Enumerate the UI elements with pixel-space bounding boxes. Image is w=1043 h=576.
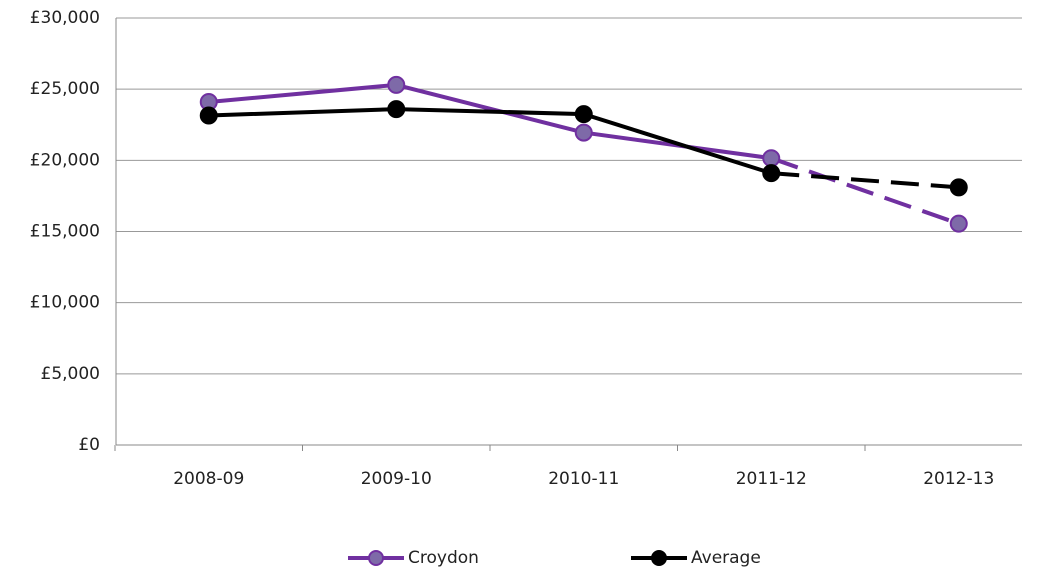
x-tick-label: 2009-10 bbox=[361, 469, 432, 489]
y-tick-label: £5,000 bbox=[41, 364, 100, 384]
marker bbox=[574, 105, 593, 124]
y-tick-label: £20,000 bbox=[30, 150, 100, 170]
line-dashed bbox=[771, 171, 959, 190]
marker bbox=[574, 123, 593, 142]
x-tick-label: 2010-11 bbox=[548, 469, 619, 489]
marker bbox=[387, 100, 406, 119]
marker bbox=[762, 149, 781, 168]
y-tick-label: £0 bbox=[78, 435, 100, 455]
marker bbox=[949, 178, 968, 197]
x-tick-label: 2011-12 bbox=[736, 469, 807, 489]
legend-label: Croydon bbox=[408, 548, 479, 568]
legend-label: Average bbox=[691, 548, 761, 568]
line-dashed bbox=[770, 156, 960, 226]
y-tick-label: £10,000 bbox=[30, 293, 100, 313]
marker bbox=[199, 106, 218, 125]
marker bbox=[387, 75, 406, 94]
line bbox=[208, 107, 772, 176]
y-tick-label: £15,000 bbox=[30, 222, 100, 242]
y-tick-label: £25,000 bbox=[30, 79, 100, 99]
y-tick-label: £30,000 bbox=[30, 8, 100, 28]
legend-marker bbox=[368, 550, 384, 566]
marker bbox=[949, 214, 968, 233]
legend-marker bbox=[651, 550, 667, 566]
marker bbox=[762, 164, 781, 183]
x-tick-label: 2012-13 bbox=[923, 469, 994, 489]
x-tick-label: 2008-09 bbox=[173, 469, 244, 489]
